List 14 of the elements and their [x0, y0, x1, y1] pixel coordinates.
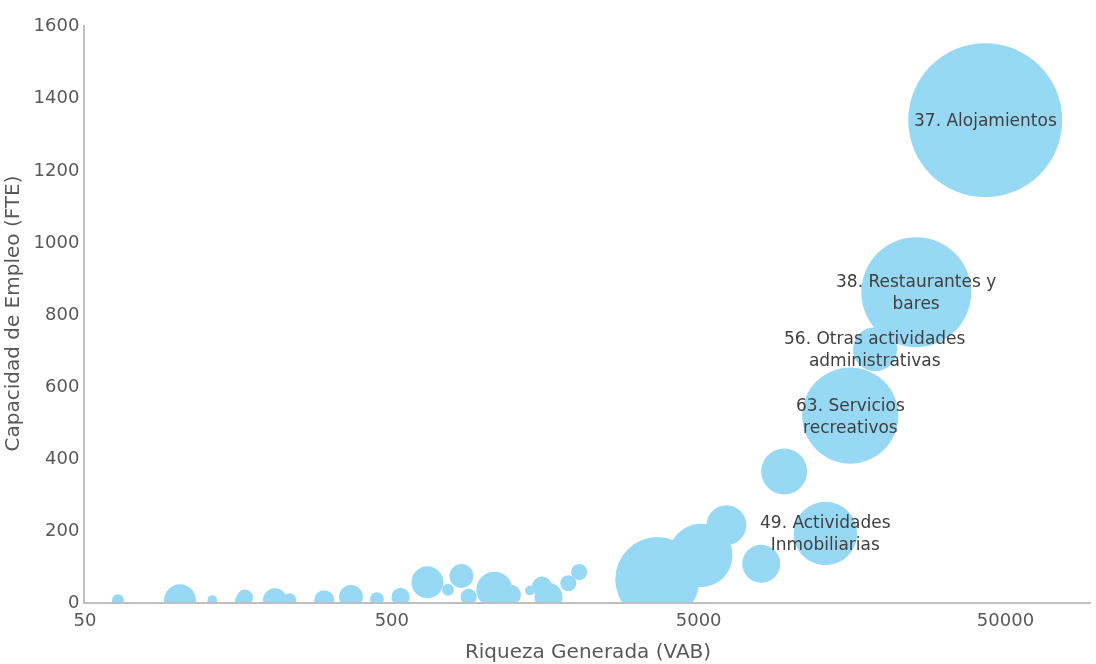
y-tick-label: 200: [45, 519, 80, 541]
annotation: 37. Alojamientos: [914, 110, 1057, 130]
x-tick-label: 5000: [675, 608, 722, 630]
y-axis-title: Capacidad de Empleo (FTE): [0, 175, 24, 452]
y-tick-label: 1000: [33, 230, 80, 252]
x-tick-label: 50000: [976, 608, 1035, 630]
y-tick-label: 800: [45, 302, 80, 324]
y-tick-label: 1400: [33, 86, 80, 108]
y-tick-label: 400: [45, 447, 80, 469]
y-tick-label: 1200: [33, 158, 80, 180]
x-axis-title: Riqueza Generada (VAB): [464, 638, 712, 663]
y-tick-label: 600: [45, 374, 80, 396]
y-tick-label: 1600: [33, 14, 80, 36]
x-tick-label: 500: [374, 608, 409, 630]
